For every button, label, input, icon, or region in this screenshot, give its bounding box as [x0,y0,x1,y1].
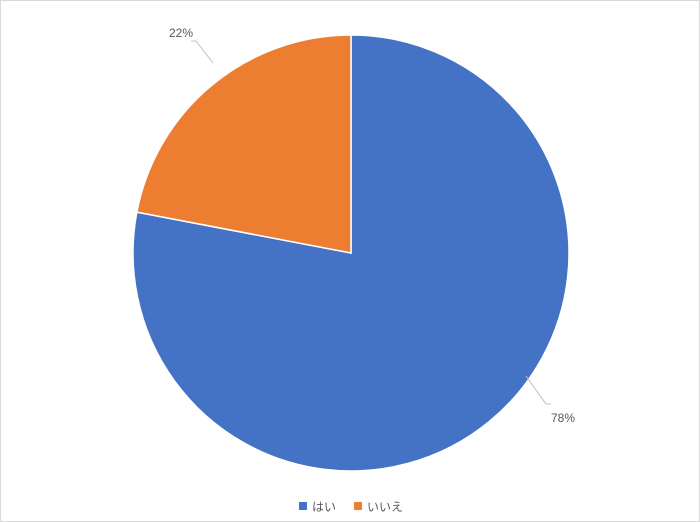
leader-line [191,41,213,63]
legend-swatch-1 [354,502,362,510]
pie-svg [1,1,700,491]
legend-item-1: いいえ [354,498,403,515]
legend-swatch-0 [299,502,307,510]
legend: はい いいえ [1,491,700,521]
pie-chart: 78% 22% はい いいえ [0,0,700,522]
plot-area: 78% 22% [1,1,700,491]
legend-item-0: はい [299,498,336,515]
data-label-slice-0: 78% [551,411,575,425]
legend-label-0: はい [312,498,336,515]
data-label-slice-1: 22% [169,26,193,40]
legend-label-1: いいえ [367,498,403,515]
leader-line [526,376,551,404]
